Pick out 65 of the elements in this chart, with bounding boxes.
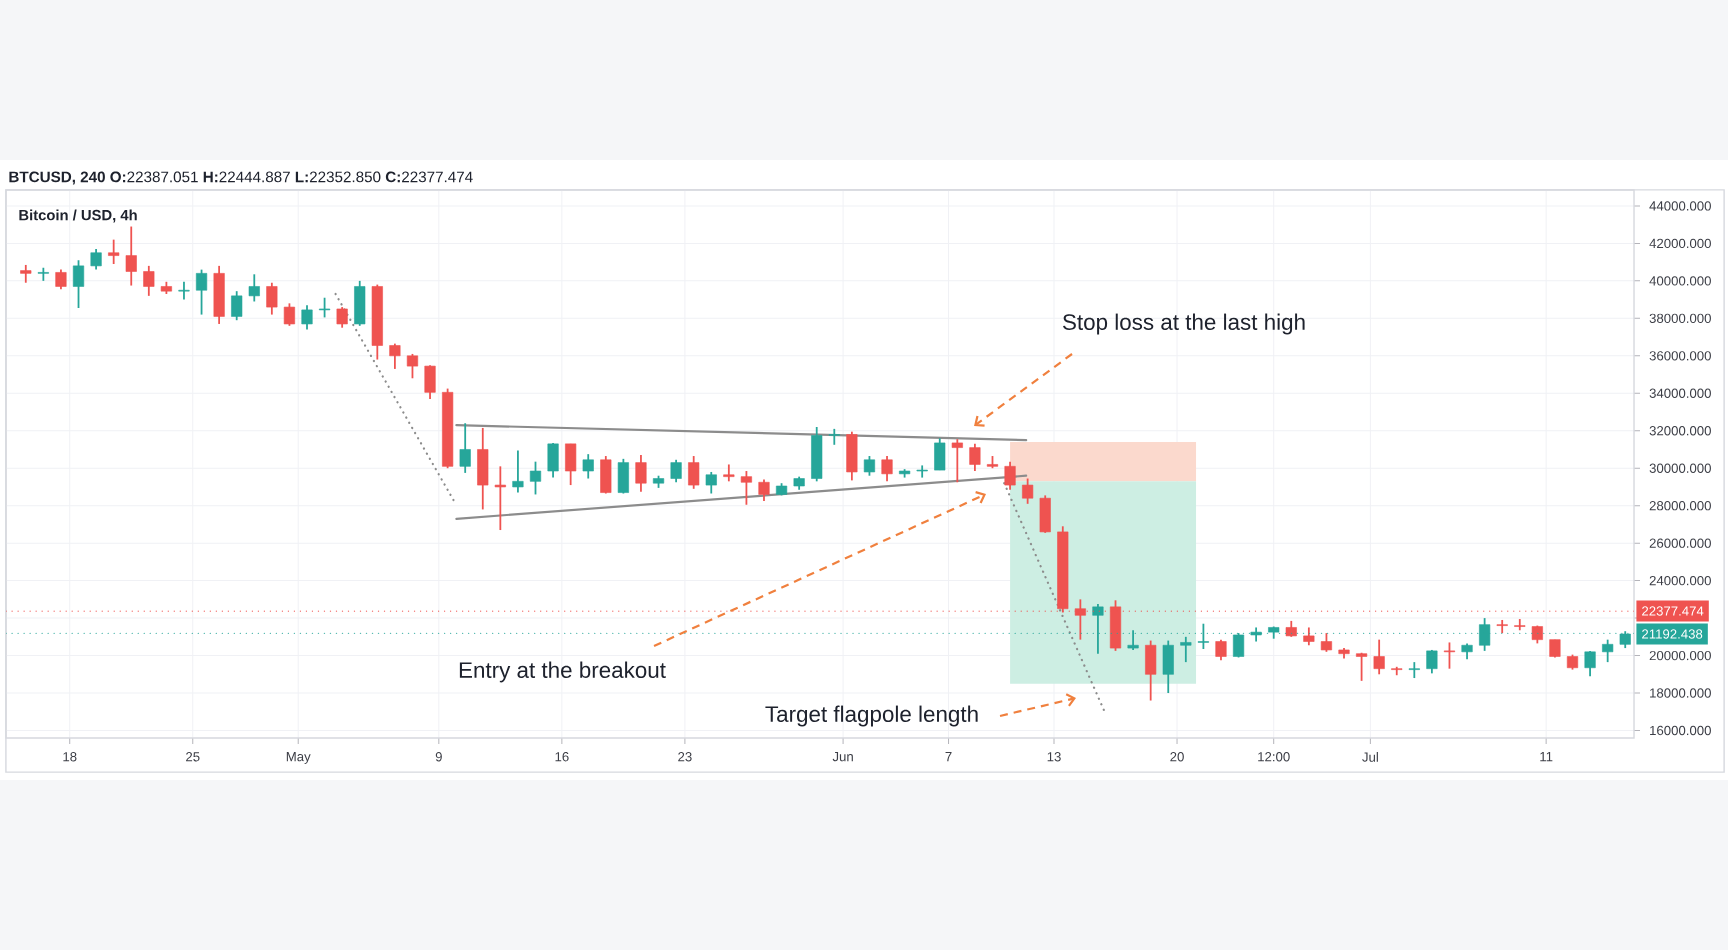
- candlestick: [55, 268, 67, 291]
- candlestick: [740, 470, 752, 506]
- candlestick: [248, 273, 260, 303]
- candlestick: [934, 437, 946, 471]
- annotation: Entry at the breakout: [459, 661, 666, 683]
- candlestick: [143, 264, 155, 297]
- candlestick: [1022, 477, 1034, 505]
- candlestick: [1162, 639, 1174, 694]
- candlestick: [72, 259, 85, 309]
- candlestick: [90, 248, 102, 271]
- candlestick: [389, 342, 401, 370]
- candlestick: [266, 281, 278, 316]
- candlestick: [529, 460, 542, 496]
- candlestick: [723, 463, 735, 483]
- candlestick: [758, 478, 770, 502]
- candlestick: [1215, 638, 1227, 662]
- candlestick: [1373, 638, 1385, 676]
- candlestick: [424, 364, 436, 400]
- candlestick: [477, 427, 489, 511]
- candlestick: [846, 430, 858, 482]
- candlestick: [670, 458, 682, 484]
- candlestick: [1320, 632, 1333, 653]
- candlestick: [916, 464, 928, 479]
- candlestick: [494, 465, 506, 531]
- candlestick: [811, 426, 823, 483]
- candlestick: [336, 306, 348, 329]
- candlestick: [565, 442, 577, 486]
- candlestick: [828, 427, 840, 446]
- candlestick: [547, 442, 559, 479]
- candlestick: [1602, 638, 1614, 664]
- candlestick: [1514, 618, 1526, 632]
- candlestick: [1408, 661, 1420, 679]
- candlestick: [1584, 649, 1596, 678]
- candlestick: [213, 264, 225, 325]
- candlestick: [459, 422, 471, 474]
- candlestick: [1443, 641, 1456, 670]
- candlestick: [1145, 639, 1157, 702]
- candlestick: [1356, 651, 1368, 682]
- candlestick: [1004, 460, 1016, 491]
- candlestick: [600, 455, 612, 495]
- candlestick: [37, 266, 49, 282]
- candlestick: [301, 304, 313, 331]
- candlestick: [969, 442, 981, 472]
- candlestick: [688, 455, 700, 490]
- candlestick: [406, 353, 419, 380]
- candlestick: [195, 268, 208, 316]
- candlestick: [951, 438, 963, 484]
- candlestick: [354, 279, 366, 327]
- candlestick: [178, 280, 190, 301]
- candlestick: [863, 455, 876, 477]
- candlestick: [319, 296, 331, 319]
- candlestick: [617, 457, 629, 495]
- annotation: Target flagpole length: [765, 705, 978, 727]
- candlestick: [705, 471, 717, 495]
- candlestick: [283, 302, 295, 327]
- candlestick: [582, 453, 594, 480]
- candlestick: [512, 449, 524, 494]
- candlestick: [881, 455, 893, 483]
- candlestick: [125, 225, 137, 287]
- candlestick: [1039, 494, 1051, 534]
- candlestick: [231, 290, 243, 322]
- candlestick: [635, 454, 647, 493]
- candlestick: [1496, 619, 1508, 634]
- annotation: Stop loss at the last high: [1062, 313, 1305, 335]
- candlestick: [108, 238, 120, 265]
